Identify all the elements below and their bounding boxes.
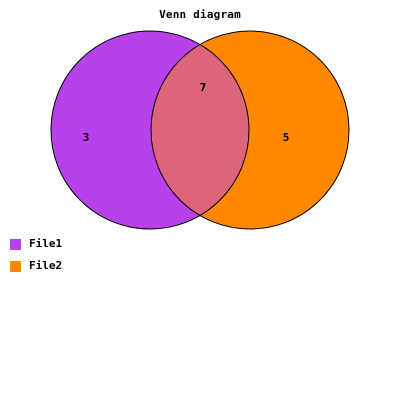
file1-only-count: 3 [83,131,90,144]
set-file2-outline [150,30,350,230]
intersection-region [151,31,249,229]
legend-swatch-file2 [10,260,21,272]
set-file1-outline [50,30,250,230]
legend-item-file1: File1 [10,238,62,250]
diagram-title: Venn diagram [159,8,241,21]
legend: File1 File2 [10,238,62,282]
intersection-count: 7 [200,81,207,94]
legend-item-file2: File2 [10,260,62,272]
legend-swatch-file1 [10,238,21,250]
file2-only-count: 5 [283,131,290,144]
legend-label-file1: File1 [29,237,63,250]
legend-label-file2: File2 [29,259,63,272]
